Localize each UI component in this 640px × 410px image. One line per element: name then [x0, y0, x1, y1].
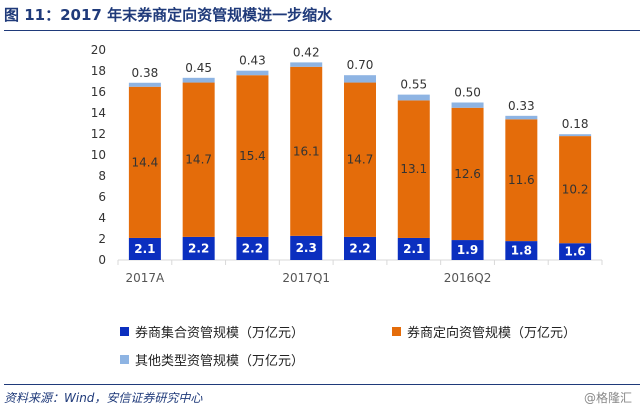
legend-label: 券商集合资管规模（万亿元） [135, 326, 305, 341]
data-label: 0.50 [454, 86, 481, 100]
y-tick-label: 4 [98, 211, 106, 225]
y-tick-label: 14 [91, 106, 106, 120]
bar-segment-3 [559, 134, 592, 137]
bar-segment-1 [182, 236, 215, 260]
data-label: 15.4 [239, 149, 266, 163]
bar-segment-3 [505, 115, 538, 120]
data-label: 1.6 [564, 245, 585, 259]
bar-segment-3 [344, 75, 376, 83]
bar-segment-2 [397, 100, 430, 238]
bar-segment-3 [128, 82, 161, 87]
legend-item-collective: 券商集合资管规模（万亿元） [120, 322, 304, 341]
data-label: 0.42 [293, 45, 320, 59]
data-label: 14.4 [132, 155, 159, 169]
data-label: 12.6 [454, 167, 481, 181]
legend-label: 券商定向资管规模（万亿元） [407, 326, 577, 341]
chart-title: 图 11：2017 年末券商定向资管规模进一步缩水 [4, 6, 333, 24]
data-label: 0.18 [562, 117, 589, 131]
data-label: 0.38 [132, 66, 159, 80]
legend-item-directional: 券商定向资管规模（万亿元） [392, 322, 576, 341]
legend-label: 其他类型资管规模（万亿元） [135, 354, 305, 369]
bar-segment-1 [559, 243, 592, 260]
y-tick-label: 18 [91, 64, 106, 78]
data-label: 2.1 [134, 242, 155, 256]
data-label: 1.8 [511, 244, 532, 258]
data-label: 0.70 [347, 58, 374, 72]
bar-segment-2 [182, 82, 215, 237]
bar-segment-1 [451, 240, 484, 260]
source-note: 资料来源：Wind，安信证券研究中心 [4, 391, 203, 405]
y-tick-label: 20 [91, 43, 106, 57]
bar-segment-3 [451, 102, 484, 108]
bar-segment-1 [397, 237, 430, 260]
bar-segment-2 [344, 82, 376, 237]
legend-swatch [120, 327, 129, 336]
bar-segment-2 [128, 86, 161, 238]
data-label: 1.9 [457, 243, 478, 257]
bar-segment-2 [559, 136, 592, 244]
data-label: 16.1 [293, 144, 320, 158]
data-label: 10.2 [562, 183, 589, 197]
bar-segment-1 [290, 235, 323, 260]
data-label: 11.6 [508, 173, 535, 187]
data-label: 14.7 [185, 153, 212, 167]
data-label: 2.1 [403, 242, 424, 256]
legend-item-other: 其他类型资管规模（万亿元） [120, 350, 304, 369]
bar-segment-2 [505, 119, 538, 242]
y-tick-label: 10 [91, 148, 106, 162]
y-tick-label: 12 [91, 127, 106, 141]
bar-segment-1 [505, 241, 538, 260]
title-divider [4, 30, 640, 31]
bar-segment-3 [236, 70, 269, 76]
data-label: 2.2 [349, 241, 370, 255]
y-tick-label: 0 [98, 253, 106, 267]
bar-segment-1 [128, 237, 161, 260]
x-tick-label: 2016Q2 [444, 271, 492, 285]
y-tick-label: 6 [98, 190, 106, 204]
bar-segment-2 [290, 66, 323, 236]
bar-segment-3 [397, 94, 430, 101]
bar-segment-2 [236, 75, 269, 237]
bar-segment-1 [344, 236, 376, 260]
data-label: 0.45 [185, 61, 212, 75]
y-tick-label: 2 [98, 232, 106, 246]
data-label: 2.3 [296, 241, 317, 255]
y-tick-label: 8 [98, 169, 106, 183]
legend-swatch [120, 355, 129, 364]
footer-divider [4, 384, 640, 385]
legend-swatch [392, 327, 401, 336]
bar-segment-2 [451, 107, 484, 241]
bar-segment-3 [290, 62, 323, 67]
data-label: 0.55 [400, 78, 427, 92]
data-label: 0.33 [508, 99, 535, 113]
watermark: @格隆汇 [583, 391, 632, 405]
bar-segment-3 [182, 77, 215, 83]
x-tick-label: 2017A [126, 271, 166, 285]
y-tick-label: 16 [91, 85, 106, 99]
data-label: 14.7 [347, 153, 374, 167]
data-label: 2.2 [188, 241, 209, 255]
x-tick-label: 2017Q1 [282, 271, 330, 285]
data-label: 2.2 [242, 241, 263, 255]
bar-segment-1 [236, 236, 269, 260]
data-label: 0.43 [239, 54, 266, 68]
data-label: 13.1 [400, 162, 427, 176]
